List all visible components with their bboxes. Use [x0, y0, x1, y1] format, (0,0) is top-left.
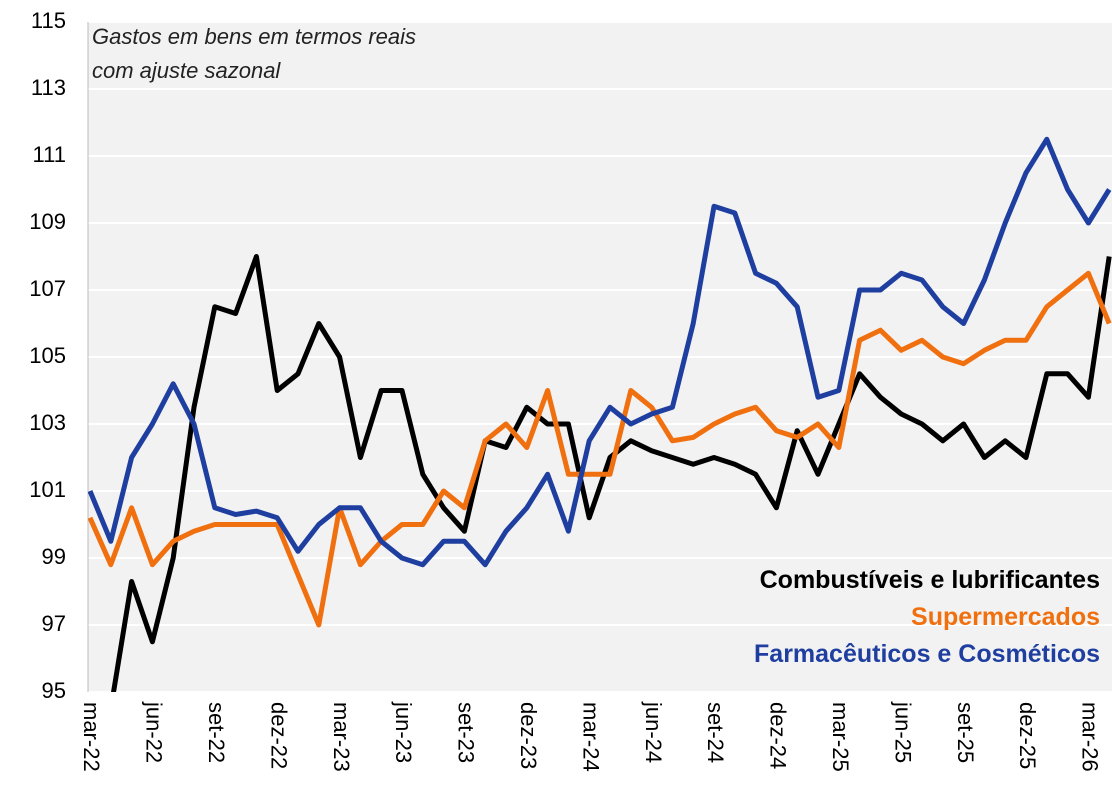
legend-entry: Combustíveis e lubrificantes [760, 566, 1100, 594]
x-tick-label: jun-22 [142, 701, 167, 763]
y-tick-label: 97 [42, 611, 66, 636]
chart-subtitle: com ajuste sazonal [92, 58, 281, 83]
y-tick-label: 107 [29, 276, 66, 301]
x-tick-label: jun-25 [890, 701, 915, 763]
y-tick-label: 105 [29, 343, 66, 368]
x-tick-label: set-22 [204, 702, 229, 763]
series-line [111, 254, 1112, 692]
x-tick-label: set-24 [703, 702, 728, 763]
x-tick-label: dez-23 [516, 702, 541, 769]
x-tick-label: mar-26 [1078, 702, 1103, 772]
x-tick-label: mar-24 [578, 702, 603, 772]
lines [88, 136, 1112, 692]
y-tick-label: 111 [33, 142, 66, 167]
y-tick-label: 113 [31, 75, 66, 100]
y-tick-label: 101 [29, 477, 66, 502]
x-tick-label: dez-24 [766, 702, 791, 769]
labels: 95 97 99 101 103 105 107 109 111 113 115 mar-22 jun-… [29, 8, 1102, 772]
legend-entry: Supermercados [911, 603, 1100, 631]
y-tick-label: 115 [31, 8, 66, 33]
x-tick-label: dez-25 [1015, 702, 1040, 769]
x-tick-label: jun-24 [641, 701, 666, 763]
y-tick-label: 99 [42, 544, 66, 569]
series-line [88, 136, 1112, 568]
series-line [88, 270, 1112, 628]
y-tick-label: 103 [29, 410, 66, 435]
legend-entry: Farmacêuticos e Cosméticos [754, 640, 1100, 668]
x-tick-label: mar-23 [329, 702, 354, 772]
x-tick-label: mar-25 [828, 702, 853, 772]
y-tick-label: 109 [29, 209, 66, 234]
x-tick-label: jun-23 [391, 701, 416, 763]
x-tick-label: mar-22 [79, 702, 104, 772]
x-tick-label: set-23 [454, 702, 479, 763]
y-tick-label: 95 [42, 678, 66, 703]
grid [87, 21, 1112, 693]
x-tick-label: dez-22 [266, 702, 291, 769]
x-tick-label: set-25 [953, 702, 978, 763]
chart-title: Gastos em bens em termos reais [92, 24, 416, 49]
